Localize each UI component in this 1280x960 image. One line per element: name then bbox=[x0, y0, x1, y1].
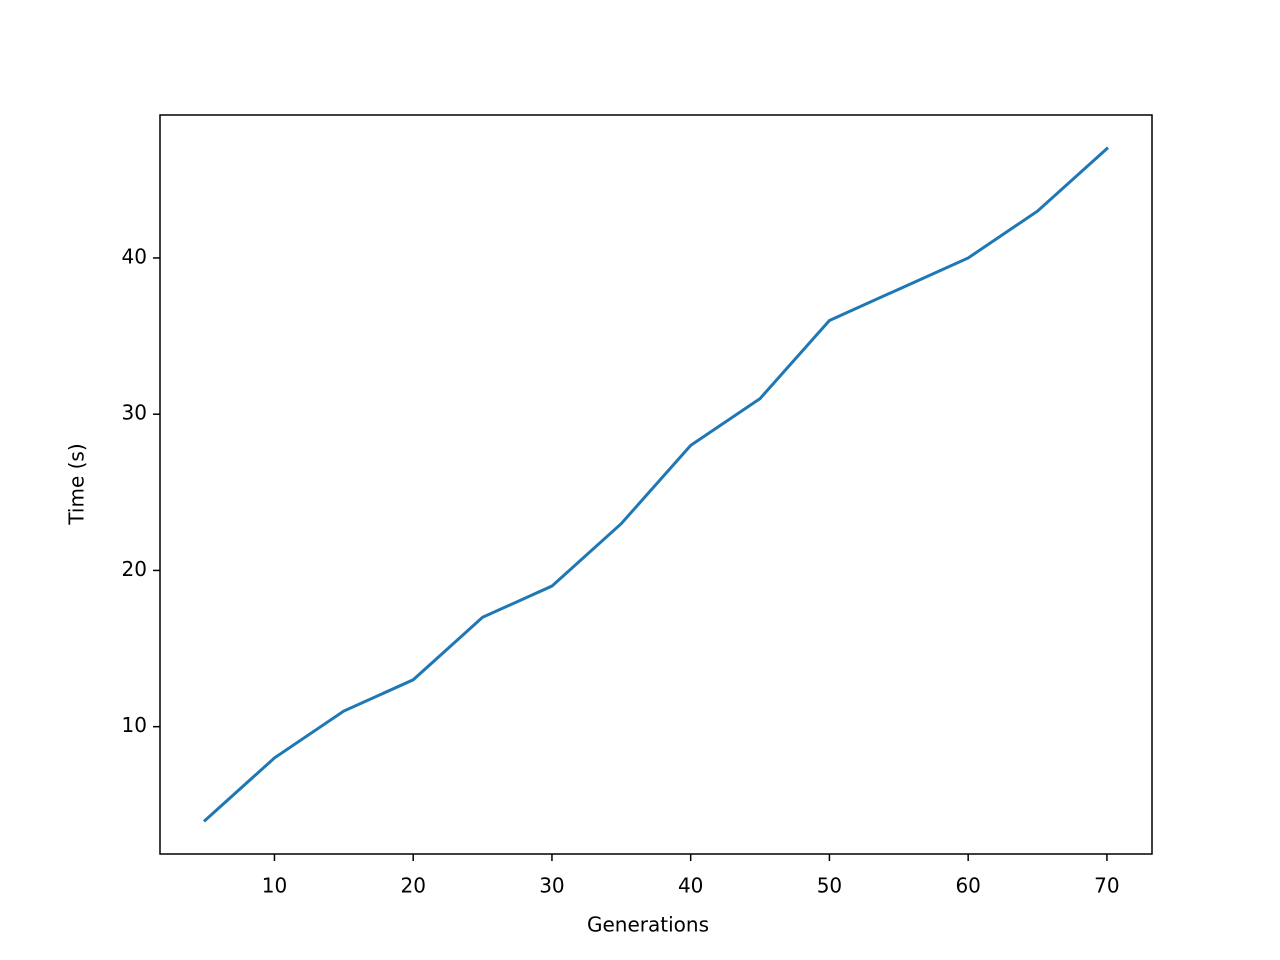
line bbox=[202, 146, 1110, 823]
y-tick-label: 10 bbox=[122, 713, 147, 737]
x-tick-label: 30 bbox=[539, 874, 564, 898]
plot-frame bbox=[159, 114, 1153, 855]
x-tick-label: 60 bbox=[955, 874, 980, 898]
y-tick-label: 40 bbox=[122, 244, 147, 268]
x-tick-label: 10 bbox=[262, 874, 287, 898]
x-axis-label: Generations bbox=[587, 913, 709, 937]
x-tick-label: 20 bbox=[400, 874, 425, 898]
x-tick-label: 50 bbox=[817, 874, 842, 898]
y-tick-label: 30 bbox=[122, 401, 147, 425]
x-tick-label: 40 bbox=[678, 874, 703, 898]
y-tick-label: 20 bbox=[122, 557, 147, 581]
x-tick-label: 70 bbox=[1094, 874, 1119, 898]
y-axis-label: Time (s) bbox=[65, 443, 89, 525]
